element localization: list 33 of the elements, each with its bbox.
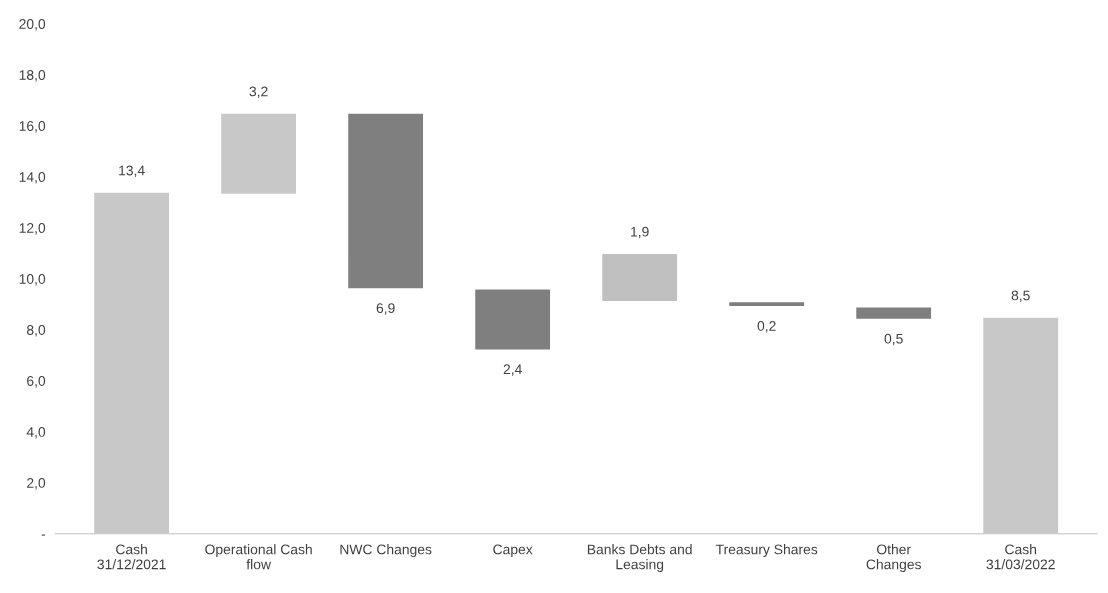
y-tick-label: 18,0 — [19, 70, 46, 82]
y-tick-label: 16,0 — [19, 121, 46, 133]
x-tick-label: Banks Debts and Leasing — [587, 544, 692, 573]
y-tick-label: 4,0 — [26, 427, 46, 439]
data-label: 13,4 — [119, 165, 145, 178]
y-tick-label: - — [41, 534, 46, 536]
data-label: 3,2 — [249, 86, 268, 98]
data-label: 8,5 — [1011, 290, 1030, 302]
y-tick-label: 10,0 — [19, 274, 46, 286]
y-tick-label: 14,0 — [19, 172, 46, 184]
x-tick-label: Capex — [493, 544, 533, 558]
data-label: 6,9 — [376, 303, 395, 315]
data-label: 0,2 — [757, 321, 776, 333]
y-tick-label: 8,0 — [26, 325, 46, 337]
y-tick-label: 2,0 — [27, 478, 46, 490]
x-tick-label: Cash 31/03/2022 — [986, 544, 1055, 570]
x-tick-label: Operational Cash flow — [205, 544, 312, 570]
x-tick-label: NWC Changes — [340, 544, 432, 558]
bar — [727, 300, 806, 308]
x-tick-label: Treasury Shares — [715, 544, 818, 558]
y-tick-label: 6,0 — [27, 376, 46, 388]
y-tick-label: 12,0 — [19, 223, 46, 235]
bar — [219, 112, 298, 196]
bar — [473, 288, 552, 351]
bar — [346, 112, 425, 290]
x-tick-label: Other Changes — [866, 544, 921, 573]
bar — [854, 306, 933, 321]
y-tick-label: 20,0 — [19, 19, 46, 31]
bar — [600, 252, 679, 303]
data-label: 2,4 — [503, 364, 522, 376]
data-label: 0,5 — [884, 333, 903, 346]
x-tick-label: Cash 31/12/2021 — [97, 544, 166, 570]
data-label: 1,9 — [631, 226, 649, 239]
